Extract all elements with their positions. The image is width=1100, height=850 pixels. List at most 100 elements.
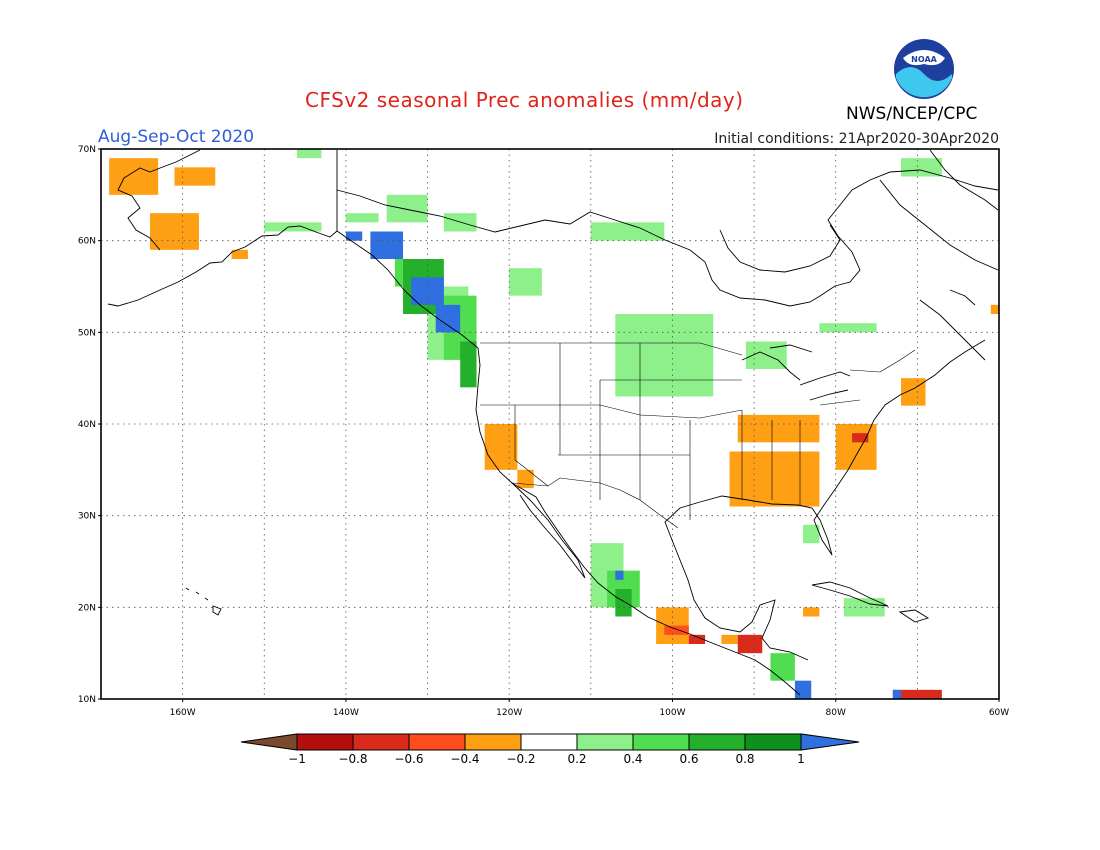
anomaly-cells <box>109 149 999 699</box>
lat-tick-label: 70N <box>78 145 96 155</box>
anomaly-cell-wet-light <box>509 268 542 296</box>
noaa-logo-icon: NOAA <box>894 39 954 99</box>
anomaly-cell-dry-light <box>901 378 926 406</box>
lon-tick-label: 140W <box>333 708 359 718</box>
anomaly-cell-dry-strong <box>737 634 763 654</box>
colorbar-arrow-right <box>800 733 860 751</box>
anomaly-cell-wet-mid <box>770 653 795 681</box>
anomaly-cell-wet-light <box>843 598 885 617</box>
gulf-east-coast <box>664 339 986 561</box>
lon-tick-label: 100W <box>659 708 685 718</box>
hispaniola <box>898 609 930 623</box>
hudson-bay <box>719 224 841 273</box>
anomaly-cell-wet-strong <box>460 341 477 388</box>
svg-text:NOAA: NOAA <box>911 55 937 64</box>
lat-tick-label: 20N <box>78 603 96 613</box>
colorbar-label: 0.8 <box>735 752 754 766</box>
anomaly-cell-dry-light <box>729 451 820 507</box>
lon-tick-label: 80W <box>826 708 846 718</box>
colorbar-label: 0.6 <box>679 752 698 766</box>
colorbar-swatch <box>352 733 410 751</box>
chart-title: CFSv2 seasonal Prec anomalies (mm/day) <box>305 88 744 112</box>
anomaly-cell-wet-light <box>345 213 379 223</box>
great-lakes <box>741 344 851 401</box>
coastlines <box>107 149 999 696</box>
anomaly-cell-dry-light <box>803 607 820 617</box>
anomaly-cell-wet-strong <box>615 589 632 617</box>
lon-tick-label: 160W <box>170 708 196 718</box>
lat-tick-label: 60N <box>78 237 96 247</box>
colorbar-swatch <box>576 733 634 751</box>
gridlines <box>101 149 999 699</box>
colorbar-swatch <box>296 733 354 751</box>
colorbar-swatch <box>688 733 746 751</box>
colorbar-label: −0.2 <box>506 752 535 766</box>
lat-tick-label: 50N <box>78 328 96 338</box>
colorbar-swatch <box>408 733 466 751</box>
us-mexico-border <box>511 477 679 529</box>
anomaly-cell-dry-light <box>484 424 518 470</box>
anomaly-cell-dry-light <box>174 167 216 186</box>
anomaly-cell-dry-light <box>721 634 738 644</box>
anomaly-cell-dry-light <box>656 607 689 644</box>
colorbar-label: 0.2 <box>567 752 586 766</box>
baja-california <box>511 482 586 579</box>
colorbar <box>240 733 860 751</box>
colorbar-label: 1 <box>797 752 805 766</box>
colorbar-swatch <box>464 733 522 751</box>
anomaly-cell-dry-strong <box>688 634 706 644</box>
anomaly-cell-wet-extreme <box>345 231 363 241</box>
anomaly-cell-dry-light <box>109 158 159 195</box>
arctic-coast <box>336 169 999 307</box>
anomaly-cell-wet-light <box>803 524 820 544</box>
colorbar-labels: −1 −0.8 −0.6 −0.4 −0.2 0.2 0.4 0.6 0.8 1 <box>288 752 805 766</box>
agency-label: NWS/NCEP/CPC <box>846 104 978 124</box>
colorbar-arrow-left <box>240 733 298 751</box>
colorbar-swatch <box>520 733 578 751</box>
anomaly-cell-dry-mid <box>664 625 689 635</box>
anomaly-cell-wet-light <box>296 149 322 159</box>
anomaly-cell-wet-extreme <box>615 570 624 580</box>
gulf-mexico-west <box>679 559 809 661</box>
colorbar-label: −0.4 <box>450 752 479 766</box>
initial-conditions: Initial conditions: 21Apr2020-30Apr2020 <box>714 131 999 147</box>
forecast-period: Aug-Sep-Oct 2020 <box>98 127 255 147</box>
anomaly-cell-wet-extreme <box>794 680 812 699</box>
anomaly-cell-dry-light <box>737 414 820 443</box>
anomaly-cell-wet-light <box>590 222 665 241</box>
anomaly-cell-wet-light <box>901 158 942 177</box>
anomaly-cell-wet-extreme <box>370 231 404 259</box>
colorbar-label: −1 <box>288 752 306 766</box>
longitude-labels: 160W 140W 120W 100W 80W 60W <box>170 699 1009 718</box>
anomaly-cell-dry-light <box>231 249 248 259</box>
lon-tick-label: 120W <box>496 708 522 718</box>
colorbar-label: −0.8 <box>338 752 367 766</box>
anomaly-cell-dry-strong <box>852 433 869 443</box>
anomaly-cell-dry-light <box>990 304 999 314</box>
colorbar-label: −0.6 <box>394 752 423 766</box>
colorbar-label: 0.4 <box>623 752 642 766</box>
colorbar-swatch <box>632 733 690 751</box>
anomaly-cell-wet-extreme <box>892 689 902 699</box>
colorbar-swatch <box>744 733 802 751</box>
anomaly-cell-wet-light <box>386 194 428 223</box>
lon-tick-label: 60W <box>989 708 1009 718</box>
cuba <box>811 581 889 607</box>
anomaly-cell-dry-light <box>149 213 199 250</box>
lat-tick-label: 30N <box>78 512 96 522</box>
lat-tick-label: 10N <box>78 695 96 705</box>
hawaii <box>185 587 222 616</box>
anomaly-cell-dry-light <box>835 424 877 470</box>
anomaly-cell-wet-extreme <box>435 304 461 333</box>
greenland-baffin <box>879 149 999 271</box>
political-borders <box>480 342 916 529</box>
anomaly-cell-wet-light <box>819 323 877 333</box>
labrador <box>919 289 986 361</box>
west-coast <box>336 230 801 696</box>
anomaly-cell-wet-light <box>615 314 714 397</box>
alaska-coast <box>107 149 338 307</box>
lat-tick-label: 40N <box>78 420 96 430</box>
latitude-labels: 10N 20N 30N 40N 50N 60N 70N <box>78 145 101 705</box>
state-lines <box>480 343 861 520</box>
